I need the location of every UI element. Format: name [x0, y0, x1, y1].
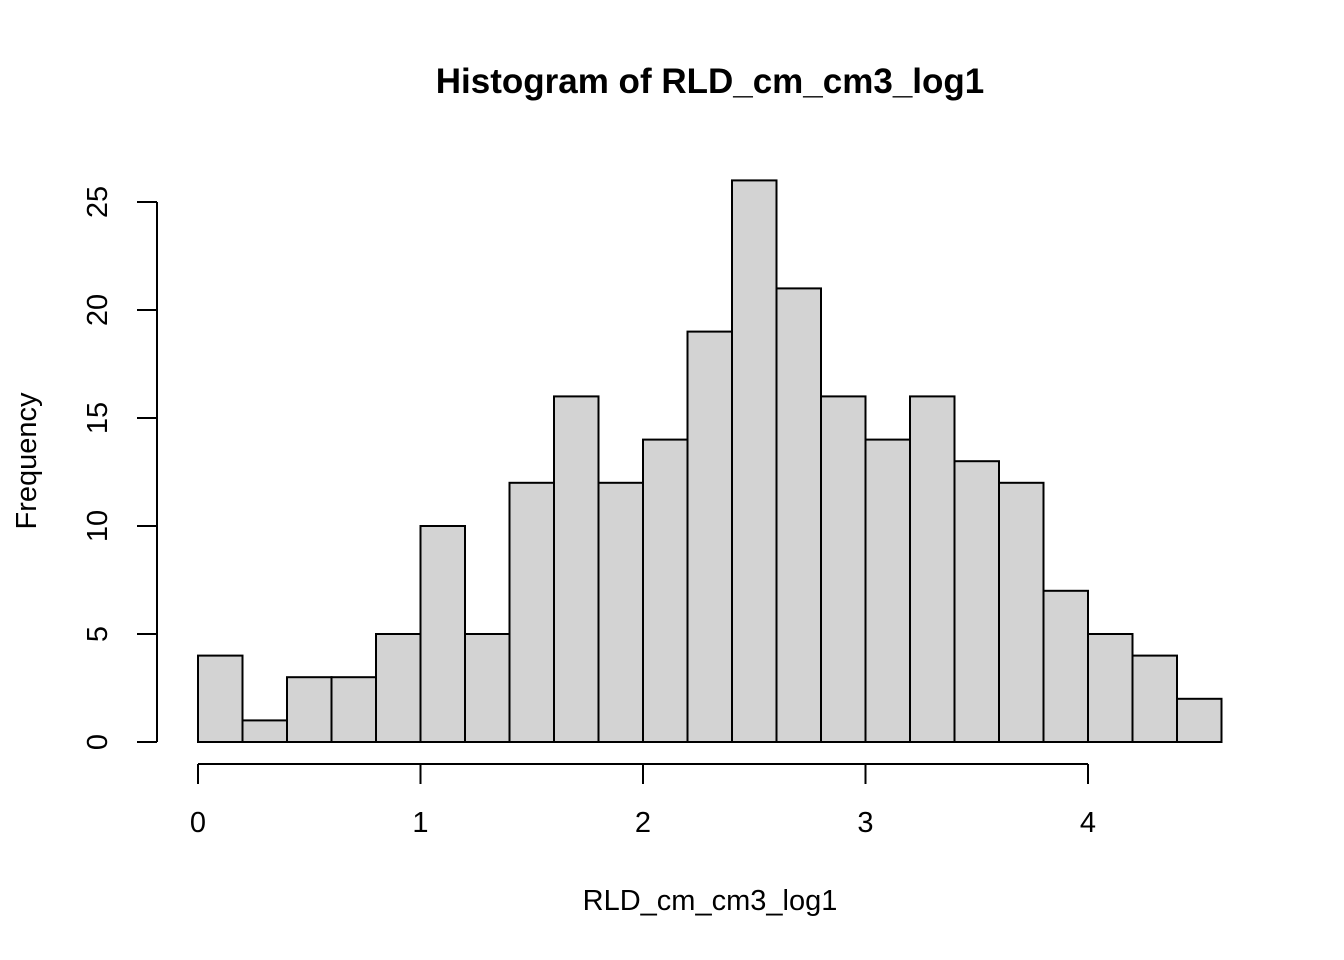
x-axis: 0 1 2 3 4 — [190, 763, 1096, 839]
histogram-bar — [998, 481, 1045, 743]
histogram-bar — [197, 654, 244, 743]
histogram-bar — [864, 438, 911, 743]
histogram-bar — [553, 395, 600, 743]
histogram-bar — [953, 460, 1000, 743]
histogram-bar — [241, 719, 288, 744]
histogram-bar — [375, 633, 422, 743]
x-tick-label: 1 — [412, 807, 428, 839]
histogram-bar — [642, 438, 689, 743]
y-axis: 0 5 10 15 20 25 — [82, 186, 158, 750]
histogram-bar — [1087, 633, 1134, 743]
y-tick-label: 0 — [82, 734, 114, 750]
histogram-bar — [731, 179, 778, 743]
histogram-bar — [1131, 654, 1178, 743]
histogram-bar — [597, 481, 644, 743]
x-tick-label: 4 — [1080, 807, 1096, 839]
histogram-bar — [775, 287, 822, 743]
histogram-bar — [330, 676, 377, 744]
histogram-bar — [286, 676, 333, 744]
y-tick-label: 10 — [82, 510, 114, 542]
x-axis-label: RLD_cm_cm3_log1 — [583, 885, 838, 917]
y-tick-label: 5 — [82, 626, 114, 642]
x-tick-label: 2 — [635, 807, 651, 839]
y-axis-label: Frequency — [11, 392, 43, 530]
bars-group — [197, 179, 1223, 744]
histogram-bar — [820, 395, 867, 743]
chart-title: Histogram of RLD_cm_cm3_log1 — [436, 62, 984, 101]
x-tick-label: 3 — [857, 807, 873, 839]
histogram-bar — [508, 481, 555, 743]
histogram-bar — [1176, 697, 1223, 743]
x-tick-label: 0 — [190, 807, 206, 839]
histogram-bar — [686, 330, 733, 743]
y-tick-label: 25 — [82, 186, 114, 218]
histogram-bar — [909, 395, 956, 743]
y-tick-label: 15 — [82, 402, 114, 434]
y-tick-label: 20 — [82, 294, 114, 326]
histogram-bar — [1042, 589, 1089, 743]
histogram-bar — [464, 633, 511, 743]
histogram-bar — [419, 525, 466, 743]
